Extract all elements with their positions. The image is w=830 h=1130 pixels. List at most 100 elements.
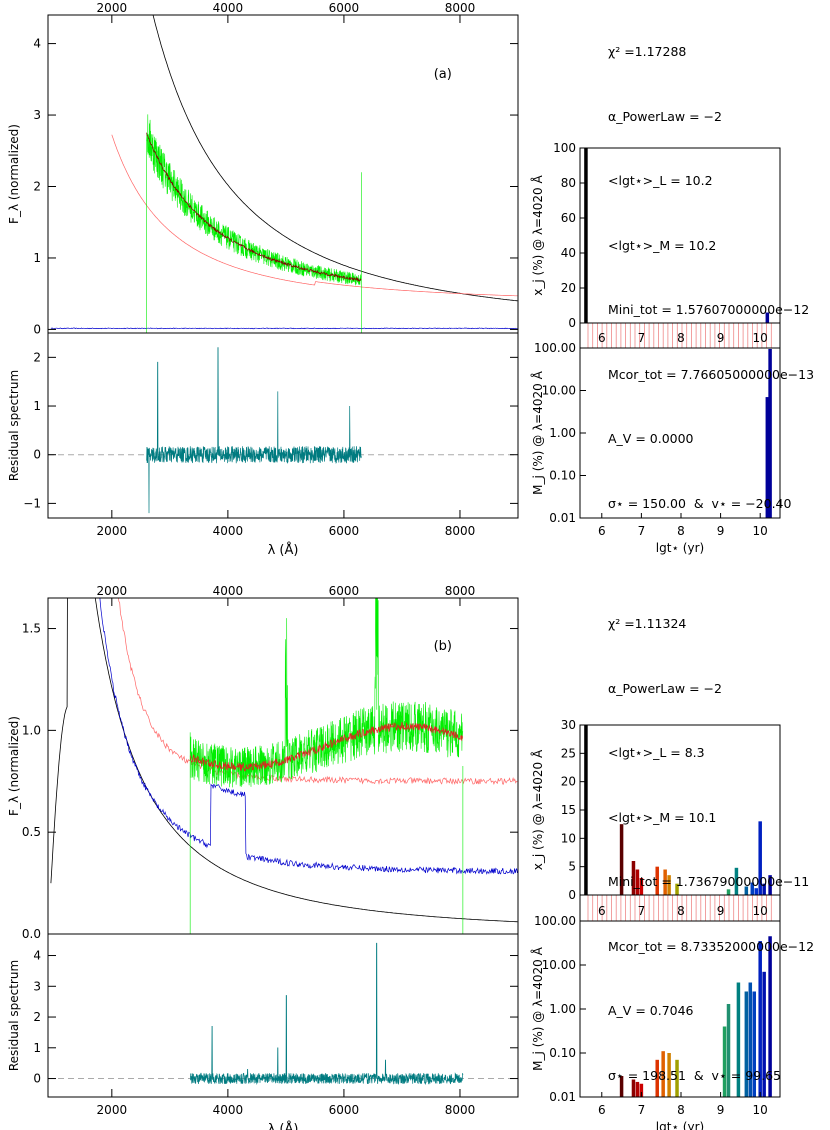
mj-bar xyxy=(722,1026,727,1097)
mj-bar xyxy=(639,1083,644,1097)
age-band-label: 10 xyxy=(753,331,768,345)
powerlaw-curve xyxy=(152,15,518,302)
stat-line: σ⋆ = 150.00 & v⋆ = −20.40 xyxy=(608,495,792,511)
ytick-label: 0.5 xyxy=(22,825,41,839)
ytick-label: 30 xyxy=(561,718,576,732)
xlabel: λ (Å) xyxy=(268,542,299,558)
xtick-top-label: 8000 xyxy=(445,1,476,15)
ytick-label: 1 xyxy=(33,399,41,413)
xtick-label: 8 xyxy=(677,1103,685,1117)
model-extinct-curve xyxy=(118,598,518,785)
xtick-label: 6 xyxy=(598,524,606,538)
xj-bar xyxy=(758,821,762,895)
spectrum-ylabel: F_λ (normalized) xyxy=(7,716,21,816)
xj-ylabel: x_j (%) @ λ=4020 Å xyxy=(530,175,545,296)
ytick-label: 100 xyxy=(553,141,576,155)
mj-bar xyxy=(675,1059,679,1097)
stat-line: χ² =1.11324 xyxy=(608,616,687,631)
mj-bar xyxy=(768,936,772,1097)
xtick-label: 9 xyxy=(717,1103,725,1117)
residual-ylabel: Residual spectrum xyxy=(7,370,21,481)
ytick-label: 1.0 xyxy=(22,723,41,737)
ytick-label: 0 xyxy=(33,448,41,462)
xtick-top-label: 4000 xyxy=(213,1,244,15)
xj-bar xyxy=(734,867,739,895)
xtick-label: 6000 xyxy=(329,1103,360,1117)
model-fit xyxy=(146,132,362,282)
xtick-label: 8 xyxy=(677,524,685,538)
xj-bar xyxy=(768,875,772,895)
xj-bar xyxy=(726,889,731,895)
ytick-label: 2 xyxy=(33,350,41,364)
ytick-label: 25 xyxy=(561,746,576,760)
ytick-label: 10.00 xyxy=(542,384,576,398)
mj-ylabel: M_j (%) @ λ=4020 Å xyxy=(530,370,545,494)
age-band-label: 10 xyxy=(753,904,768,918)
ytick-label: 0 xyxy=(33,1072,41,1086)
ytick-label: 2 xyxy=(33,180,41,194)
mj-bar xyxy=(619,1076,624,1097)
ytick-label: 0.01 xyxy=(549,511,576,525)
ytick-label: 2 xyxy=(33,1010,41,1024)
spectrum-ylabel: F_λ (normalized) xyxy=(7,124,21,224)
stat-line: Mini_tot = 1.73679000000e−11 xyxy=(608,874,810,889)
ytick-label: 20 xyxy=(561,775,576,789)
age-xlabel: lgt⋆ (yr) xyxy=(656,541,704,555)
xtick-top-label: 8000 xyxy=(445,584,476,598)
residual-spectrum xyxy=(146,347,362,514)
xj-ylabel: x_j (%) @ λ=4020 Å xyxy=(530,749,545,870)
observed-spectrum xyxy=(146,114,362,286)
stat-line: A_V = 0.0000 xyxy=(608,431,694,446)
ytick-label: 1.00 xyxy=(549,1002,576,1016)
xtick-top-label: 4000 xyxy=(213,584,244,598)
ytick-label: 4 xyxy=(33,37,41,51)
ytick-label: 40 xyxy=(561,246,576,260)
xj-bar xyxy=(584,148,588,323)
xtick-top-label: 2000 xyxy=(97,1,128,15)
ytick-label: 60 xyxy=(561,211,576,225)
xj-bar xyxy=(635,869,640,895)
panel-label: (a) xyxy=(434,67,452,82)
ytick-label: 10 xyxy=(561,831,576,845)
ytick-label: 0 xyxy=(33,322,41,336)
xj-bar xyxy=(750,882,755,895)
ytick-label: 5 xyxy=(568,860,576,874)
age-band-label: 9 xyxy=(717,331,725,345)
stat-line: <lgt⋆>_L = 8.3 xyxy=(608,745,705,760)
mj-bar xyxy=(765,397,770,518)
xj-bar xyxy=(667,875,671,895)
xj-bar xyxy=(619,824,624,895)
fit-stats-b: χ² =1.11324 α_PowerLaw = −2 <lgt⋆>_L = 8… xyxy=(608,570,814,1108)
age-band-label: 6 xyxy=(598,331,606,345)
age-xlabel: lgt⋆ (yr) xyxy=(656,1120,704,1130)
young-population-curve xyxy=(99,598,518,875)
mj-bar xyxy=(762,971,766,1097)
spectrum-frame xyxy=(47,14,519,334)
ytick-label: 10.00 xyxy=(542,958,576,972)
xtick-top-label: 2000 xyxy=(97,584,128,598)
xj-bar xyxy=(754,888,758,895)
ytick-label: 15 xyxy=(561,803,576,817)
mj-ylabel: M_j (%) @ λ=4020 Å xyxy=(530,946,545,1070)
spectrum-plot-area xyxy=(50,15,518,333)
mj-bar xyxy=(768,348,772,518)
stat-line: A_V = 0.7046 xyxy=(608,1003,694,1018)
panel-label: (b) xyxy=(434,639,452,654)
stat-line: σ⋆ = 198.51 & v⋆ = 99.65 xyxy=(608,1067,781,1083)
stat-line: α_PowerLaw = −2 xyxy=(608,108,722,124)
mj-bar xyxy=(631,1079,636,1097)
xtick-top-label: 6000 xyxy=(329,584,360,598)
xlabel: λ (Å) xyxy=(268,1121,299,1130)
ytick-label: 3 xyxy=(33,979,41,993)
stat-line: <lgt⋆>_M = 10.2 xyxy=(608,237,717,253)
ytick-label: 100.00 xyxy=(534,914,576,928)
ytick-label: 3 xyxy=(33,108,41,122)
spectrum-plot-area xyxy=(50,598,518,934)
ytick-label: 0.10 xyxy=(549,469,576,483)
young-population-curve xyxy=(50,327,518,330)
model-fit xyxy=(189,721,463,772)
ytick-label: 4 xyxy=(33,949,41,963)
xtick-label: 9 xyxy=(717,524,725,538)
mj-bar xyxy=(758,941,762,1097)
